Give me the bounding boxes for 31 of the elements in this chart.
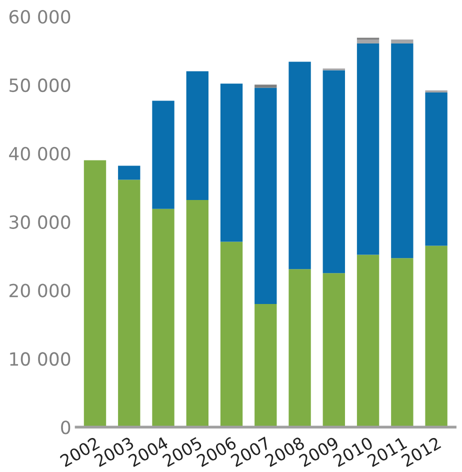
bar (356, 44, 380, 255)
bar (425, 246, 448, 428)
bar (220, 84, 243, 242)
bar (288, 269, 311, 428)
bar (254, 88, 277, 304)
bar (391, 39, 414, 44)
bar (186, 200, 208, 428)
y-tick-label: 0 (61, 420, 70, 434)
bar (152, 208, 174, 428)
bar (425, 92, 448, 246)
bar (288, 62, 311, 270)
bar (118, 180, 140, 428)
bar (254, 84, 277, 88)
bar (391, 258, 414, 428)
bar (186, 71, 208, 200)
y-tick-label: 40 000 (9, 146, 70, 161)
y-tick-label: 10 000 (10, 352, 70, 366)
bar (220, 242, 243, 428)
bar (118, 166, 140, 180)
y-tick-label: 50 000 (10, 78, 70, 92)
bar (254, 304, 277, 428)
y-tick-label: 20 000 (10, 284, 70, 298)
y-tick-label: 30 000 (10, 215, 70, 229)
bar (391, 44, 414, 258)
bar (152, 100, 174, 209)
bar (84, 160, 106, 428)
y-tick-label: 60 000 (9, 10, 70, 24)
bar (356, 39, 380, 44)
bar (322, 273, 345, 428)
bar (322, 70, 345, 274)
bar (356, 254, 380, 428)
